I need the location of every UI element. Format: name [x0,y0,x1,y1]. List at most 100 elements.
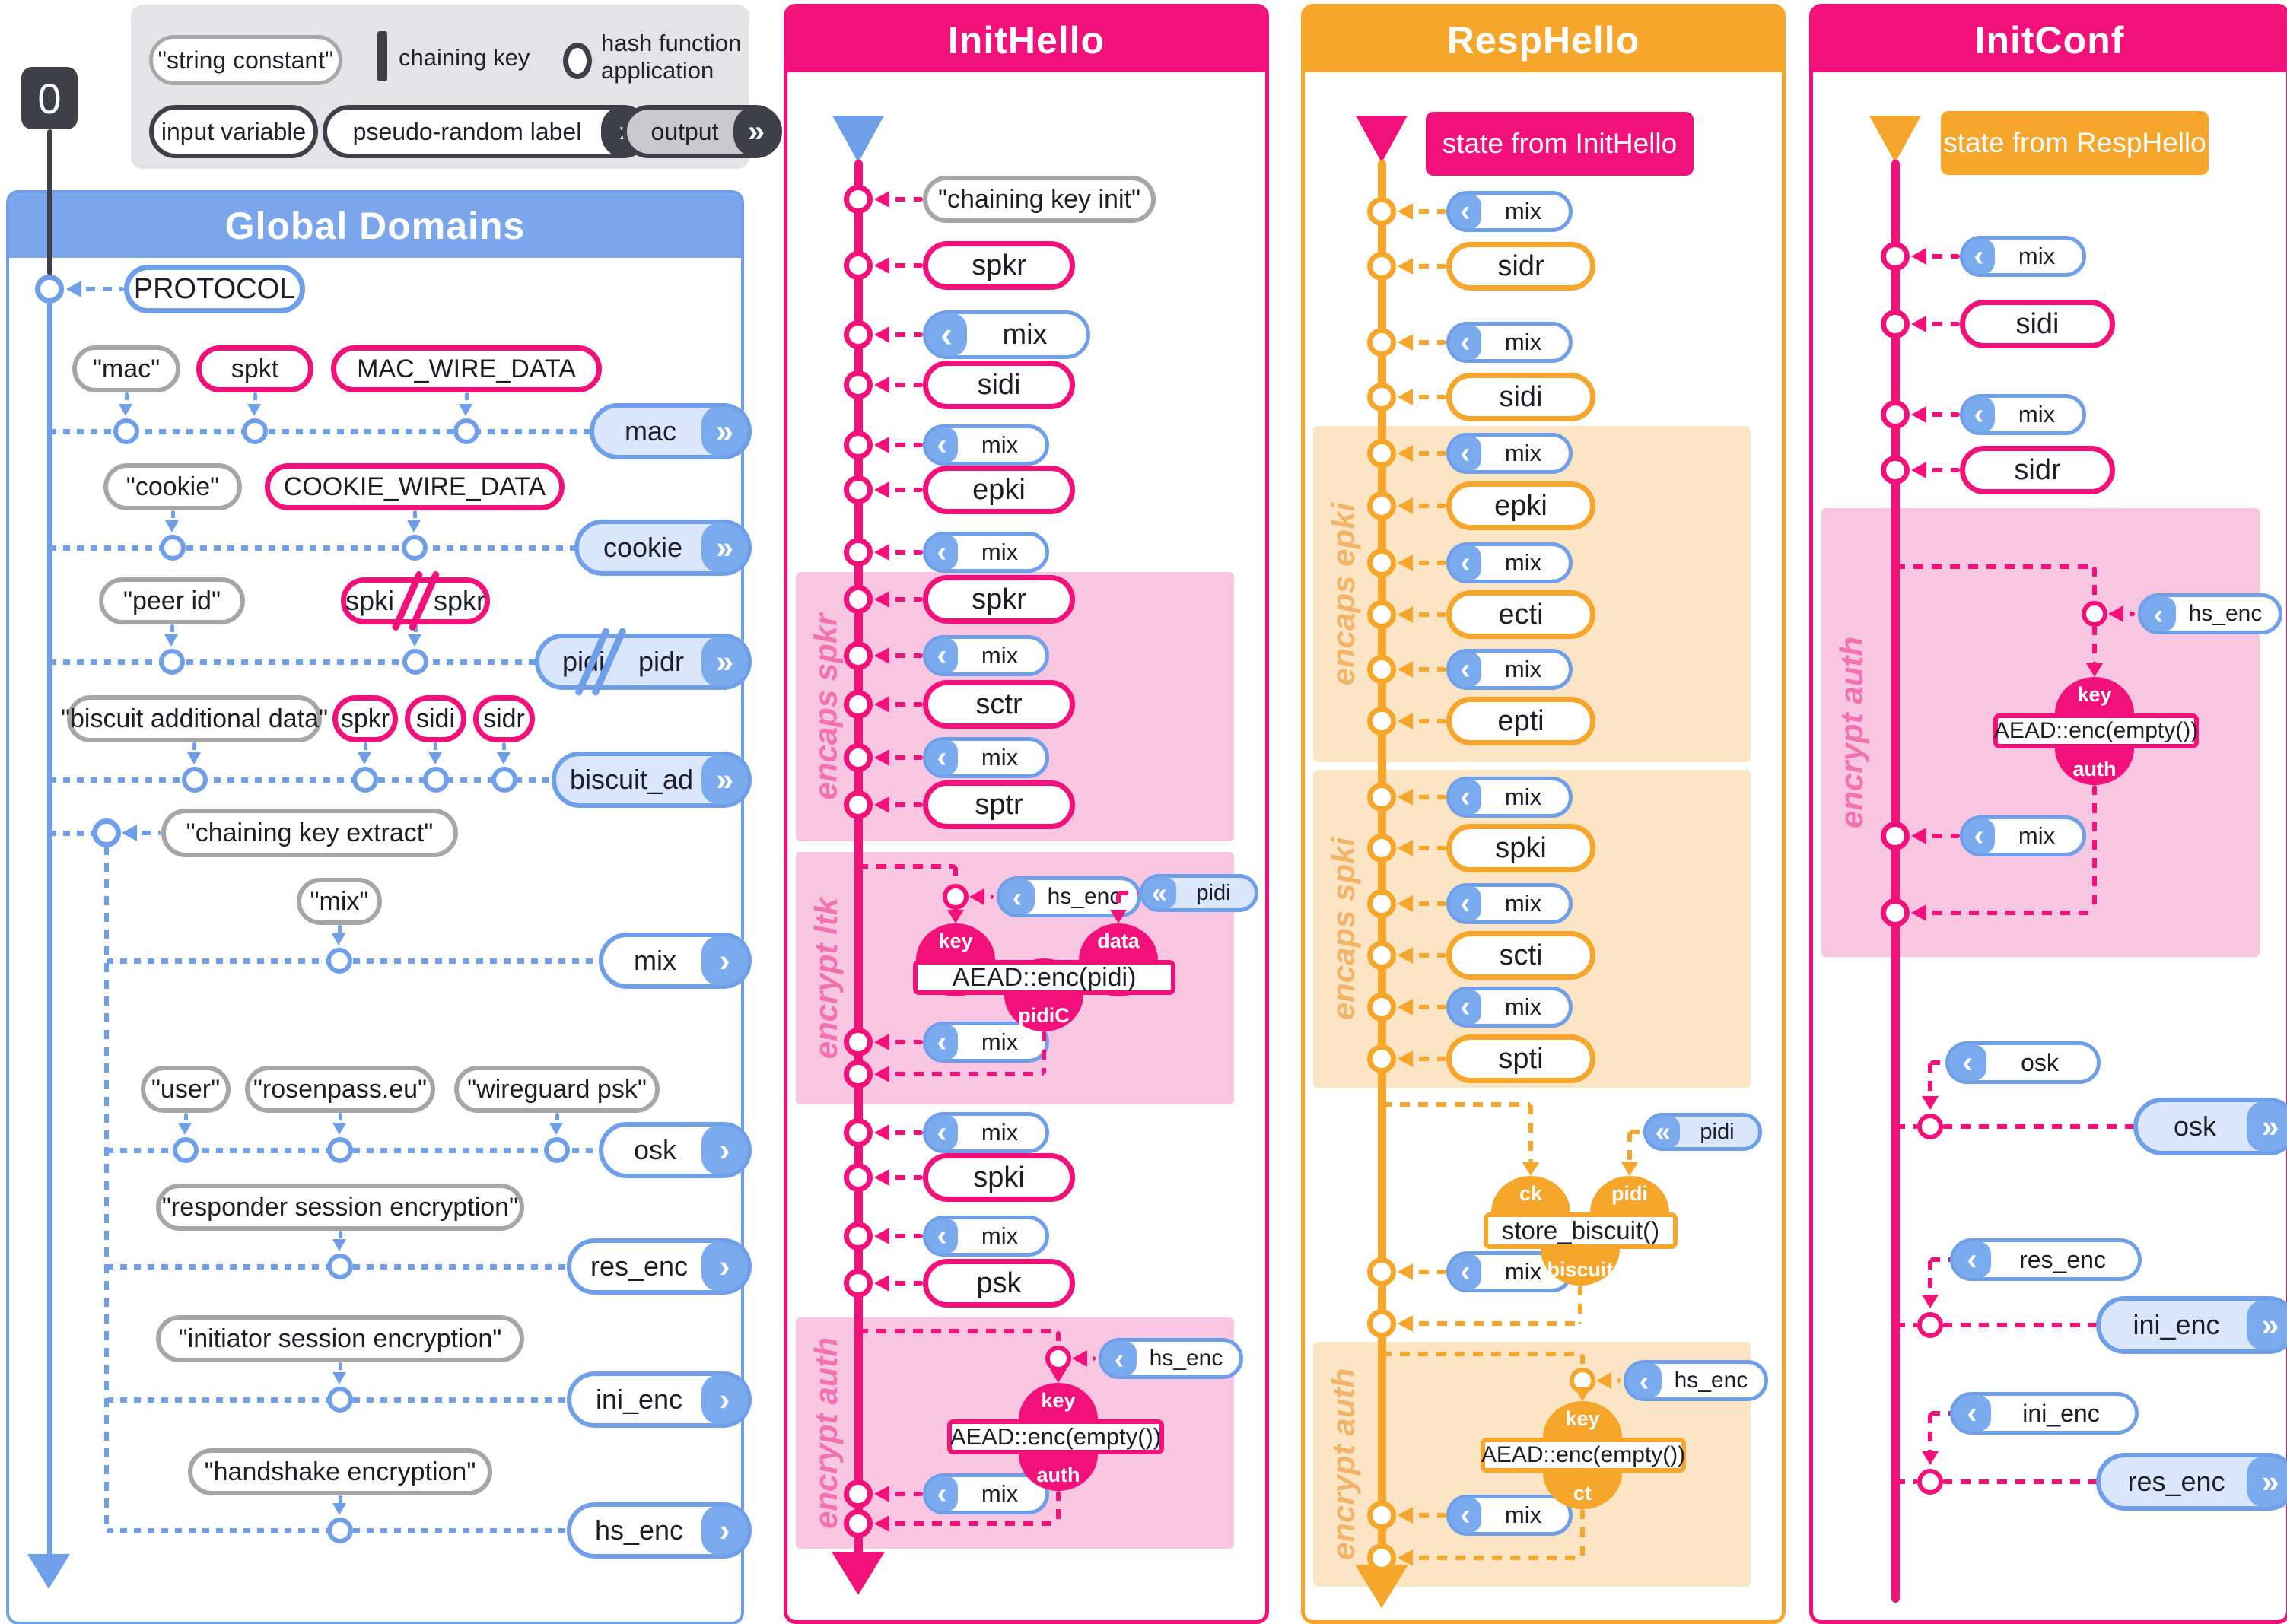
chaining-key-extract-pill-label: "chaining key extract" [186,818,434,847]
mix-pill: ‹ mix [923,310,1090,359]
bump-data-label: data [1097,930,1140,952]
mix-pill: ‹ mix [1446,649,1573,690]
resphello-title: RespHello [1305,8,1782,72]
arrowhead-left [1911,828,1926,844]
arrowhead-down [496,752,511,764]
hash-application-circle [1367,889,1396,918]
dashed-connector [1914,254,1960,259]
respondersessionencryption-input-pill-label: "responder session encryption" [161,1192,519,1222]
dashed-connector [1382,1352,1582,1356]
arrowhead-left [1398,1263,1413,1280]
chevron-left-icon: ‹ [1963,397,1995,432]
chain-receive-circle [1367,1309,1396,1338]
mix-row-line [49,777,562,783]
arrowhead-left [874,191,889,208]
hash-application-circle [1881,456,1910,485]
region-encrypt-auth-label-text: encrypt auth [1325,1368,1362,1561]
bump-key-label: key [1041,1389,1076,1412]
arrowhead-down [164,634,179,647]
legend-chaining-key-bar [377,31,387,81]
hash-application-circle [352,767,378,793]
res_enc-final-output-pill: res_enc » [2096,1453,2287,1511]
arrowhead-left [874,326,889,343]
arrowhead-left [1911,316,1926,332]
chevron-right-icon: › [701,1126,748,1174]
arrowhead-down [1110,910,1127,923]
arrowhead-left [1072,1350,1087,1367]
chevron-left-icon: ‹ [1000,879,1035,914]
rosenpasseu-input-pill: "rosenpass.eu" [245,1066,435,1113]
chevron-left-icon: ‹ [926,638,958,673]
aead-box-label: AEAD::enc(pidi) [952,962,1137,992]
chain-start-triangle [832,116,884,163]
mix-pill: ‹ mix [923,532,1049,573]
dashed-connector [1895,1323,1918,1327]
dashed-connector [1895,1479,1918,1484]
chevron-left-icon: ‹ [926,313,967,356]
aead-box: AEAD::enc(empty()) [1993,713,2199,748]
dashed-connector [338,1362,342,1380]
hash-application-circle [844,1118,873,1147]
hash-application-circle [844,320,873,349]
sidi-input-pill-label: sidi [2015,307,2060,340]
legend-pseudo-random-label-pill: pseudo-random label › [323,105,650,158]
hs_enc-output-pill-label: hs_enc [594,1514,684,1546]
hash-application-circle [327,1387,353,1413]
arrowhead-left [1398,445,1413,462]
arrowhead-left [969,888,984,905]
dashed-connector [877,550,923,555]
dashed-connector [124,392,129,412]
osk-final-output-pill-label: osk [2173,1111,2217,1142]
dashed-connector [1928,1413,1932,1453]
arrowhead-left [1398,258,1413,275]
mix-pill: ‹ mix [1960,815,2086,856]
psk-input-pill: psk [923,1259,1075,1308]
mac_wire_data-input-pill: MAC_WIRE_DATA [331,345,602,392]
chain-receive-circle [844,1509,873,1538]
arrowhead-left [1911,462,1926,478]
legend-input-variable-pill: input variable [149,105,318,158]
chevron-left-icon: ‹ [1449,325,1481,360]
dashed-connector [1401,264,1446,269]
string-constant-pill: "chaining key init" [923,176,1156,223]
arrowhead-down [1922,1295,1939,1308]
arrowhead-down [178,1122,192,1135]
arrowhead-left [1398,895,1413,912]
arrowhead-left [874,1486,889,1502]
chevron-left-icon: ‹ [926,1115,958,1150]
mix-pill-label: mix [2018,822,2056,849]
dashed-connector [338,1231,342,1247]
mix-pill-label: mix [981,744,1019,771]
hash-application-circle [844,251,873,280]
mix-output-pill-label: mix [634,945,676,976]
chain-start-triangle [1869,116,1921,163]
dashed-connector [1630,1130,1642,1134]
dashed-connector [69,287,124,291]
chevron-left-icon: ‹ [926,1219,958,1254]
sidi-input-pill-label: sidi [415,704,456,733]
chevron-left-icon: ‹ [926,535,958,570]
epki-input-pill-label: epki [1494,489,1547,522]
chevron-left-icon: « [1143,877,1176,909]
dashed-connector [877,702,923,707]
scti-input-pill: scti [1446,931,1595,980]
arrowhead-down [459,403,473,416]
mix-pill-label: mix [981,1480,1019,1507]
dashed-connector [953,866,958,885]
chevron-left-icon: ‹ [1627,1363,1662,1398]
ecti-input-pill-label: ecti [1498,598,1544,631]
mix-input-pill-label: "mix" [310,886,369,916]
spki-input-pill: spki [1446,824,1595,872]
sidr-input-pill-label: sidr [483,704,525,733]
arrowhead-left [1398,497,1413,514]
respondersessionencryption-input-pill: "responder session encryption" [156,1184,524,1231]
hash-application-circle [1367,1257,1396,1286]
dashed-connector [1930,1060,1950,1065]
arrowhead-left [1398,555,1413,571]
hash-application-circle [1917,1114,1943,1139]
mix-input-pill: "mix" [297,878,382,925]
epti-input-pill-label: epti [1497,704,1544,737]
dashed-connector [1914,834,1960,838]
mix-pill: ‹ mix [923,1473,1049,1514]
mix-pill-label: mix [981,1028,1019,1055]
